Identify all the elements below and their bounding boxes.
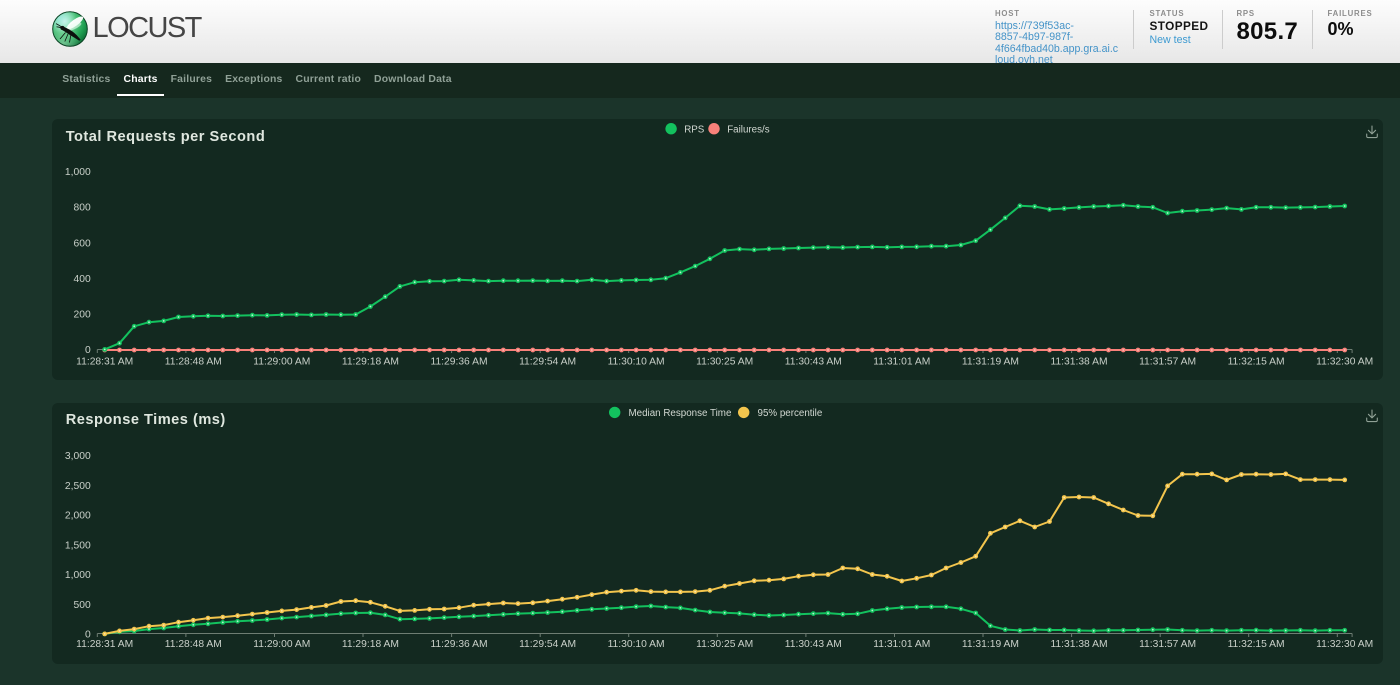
svg-text:400: 400 — [74, 274, 91, 285]
svg-text:11:32:15 AM: 11:32:15 AM — [1228, 357, 1285, 368]
svg-text:11:32:15 AM: 11:32:15 AM — [1228, 639, 1285, 650]
svg-text:11:30:43 AM: 11:30:43 AM — [785, 357, 842, 368]
svg-text:200: 200 — [74, 310, 91, 321]
svg-text:11:29:54 AM: 11:29:54 AM — [519, 357, 576, 368]
svg-text:11:29:54 AM: 11:29:54 AM — [519, 639, 576, 650]
svg-text:11:31:38 AM: 11:31:38 AM — [1051, 639, 1108, 650]
svg-text:11:30:43 AM: 11:30:43 AM — [785, 639, 842, 650]
svg-text:11:31:38 AM: 11:31:38 AM — [1051, 357, 1108, 368]
svg-text:11:28:31 AM: 11:28:31 AM — [76, 639, 133, 650]
svg-text:11:31:01 AM: 11:31:01 AM — [874, 357, 931, 368]
svg-text:11:32:30 AM: 11:32:30 AM — [1316, 639, 1373, 650]
svg-text:11:28:48 AM: 11:28:48 AM — [165, 357, 222, 368]
svg-text:1,500: 1,500 — [65, 540, 91, 551]
svg-text:11:30:25 AM: 11:30:25 AM — [696, 639, 753, 650]
svg-text:11:29:00 AM: 11:29:00 AM — [254, 639, 311, 650]
svg-text:11:29:18 AM: 11:29:18 AM — [342, 639, 399, 650]
svg-text:600: 600 — [74, 239, 91, 250]
svg-text:800: 800 — [74, 203, 91, 214]
svg-text:2,500: 2,500 — [65, 481, 91, 492]
svg-text:11:29:18 AM: 11:29:18 AM — [342, 357, 399, 368]
svg-text:1,000: 1,000 — [65, 167, 91, 178]
svg-text:11:31:19 AM: 11:31:19 AM — [962, 639, 1019, 650]
svg-text:11:28:31 AM: 11:28:31 AM — [76, 357, 133, 368]
svg-text:11:29:36 AM: 11:29:36 AM — [431, 357, 488, 368]
svg-text:11:28:48 AM: 11:28:48 AM — [165, 639, 222, 650]
svg-text:11:31:19 AM: 11:31:19 AM — [962, 357, 1019, 368]
svg-text:500: 500 — [74, 600, 91, 611]
svg-text:11:32:30 AM: 11:32:30 AM — [1316, 357, 1373, 368]
svg-text:11:31:57 AM: 11:31:57 AM — [1139, 639, 1196, 650]
svg-text:RPS: RPS — [684, 125, 705, 136]
svg-text:11:30:10 AM: 11:30:10 AM — [608, 639, 665, 650]
svg-text:11:30:10 AM: 11:30:10 AM — [608, 357, 665, 368]
svg-text:2,000: 2,000 — [65, 510, 91, 521]
svg-text:3,000: 3,000 — [65, 451, 91, 462]
svg-text:11:29:00 AM: 11:29:00 AM — [254, 357, 311, 368]
svg-text:11:30:25 AM: 11:30:25 AM — [696, 357, 753, 368]
svg-text:0: 0 — [85, 629, 91, 640]
svg-text:11:31:57 AM: 11:31:57 AM — [1139, 357, 1196, 368]
svg-text:11:31:01 AM: 11:31:01 AM — [874, 639, 931, 650]
svg-text:11:29:36 AM: 11:29:36 AM — [431, 639, 488, 650]
svg-text:Median Response Time: Median Response Time — [629, 408, 732, 419]
svg-text:Failures/s: Failures/s — [727, 125, 770, 136]
svg-text:0: 0 — [85, 345, 91, 356]
svg-text:95% percentile: 95% percentile — [758, 408, 823, 419]
svg-text:1,000: 1,000 — [65, 570, 91, 581]
